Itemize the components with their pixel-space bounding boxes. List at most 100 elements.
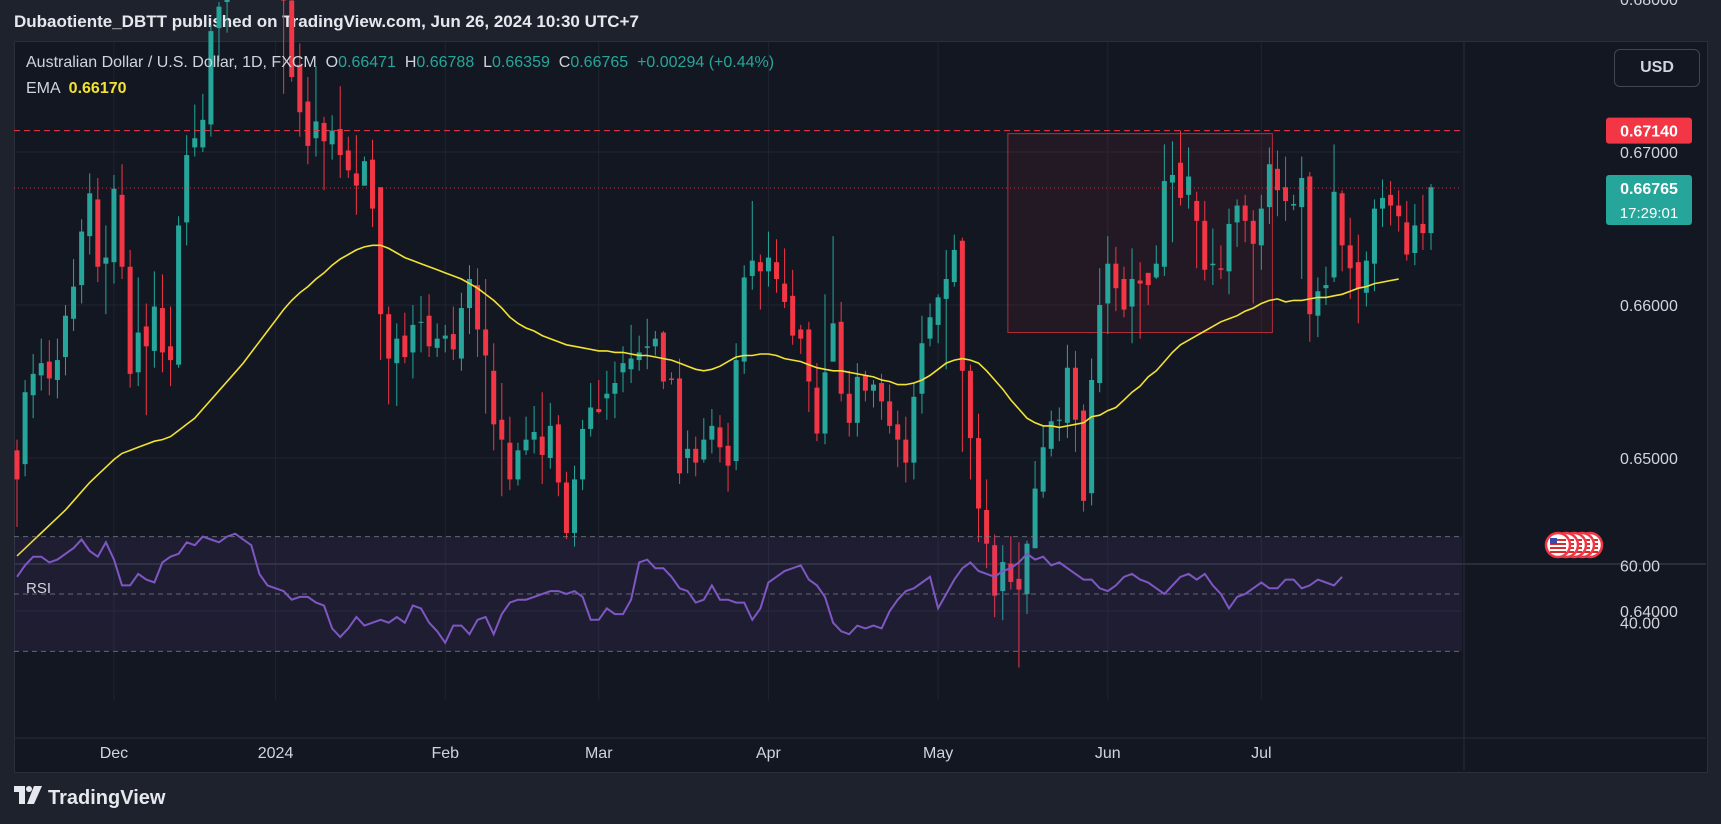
candle[interactable] xyxy=(1129,248,1135,344)
candle[interactable] xyxy=(71,259,77,332)
candle[interactable] xyxy=(1258,194,1264,270)
candle[interactable] xyxy=(386,306,392,405)
candle[interactable] xyxy=(394,323,400,406)
candle[interactable] xyxy=(1363,251,1369,307)
candle[interactable] xyxy=(1056,407,1062,442)
candle[interactable] xyxy=(782,248,788,309)
candle[interactable] xyxy=(830,236,836,362)
candle[interactable] xyxy=(87,173,93,255)
candle[interactable] xyxy=(1072,350,1078,452)
rsi-line[interactable] xyxy=(16,532,1343,645)
candle[interactable] xyxy=(1266,147,1272,224)
candle[interactable] xyxy=(1008,536,1014,590)
symbol-name[interactable]: Australian Dollar / U.S. Dollar, 1D, FXC… xyxy=(26,54,317,71)
candle[interactable] xyxy=(1169,141,1175,243)
candle[interactable] xyxy=(741,265,747,374)
candle[interactable] xyxy=(701,418,707,463)
candle[interactable] xyxy=(685,430,691,474)
candle[interactable] xyxy=(1113,246,1119,312)
candle[interactable] xyxy=(1283,156,1289,221)
candle[interactable] xyxy=(976,413,982,543)
candle[interactable] xyxy=(337,86,343,179)
candle[interactable] xyxy=(1307,171,1313,342)
candle[interactable] xyxy=(458,292,464,371)
candle[interactable] xyxy=(814,363,820,442)
candle[interactable] xyxy=(38,338,44,391)
candle[interactable] xyxy=(1186,147,1192,209)
candle[interactable] xyxy=(135,277,141,387)
candle[interactable] xyxy=(717,415,723,463)
candle[interactable] xyxy=(1226,208,1232,295)
candle[interactable] xyxy=(426,294,432,358)
candle[interactable] xyxy=(1234,199,1240,247)
candle[interactable] xyxy=(370,139,376,227)
candle[interactable] xyxy=(911,383,917,480)
candle[interactable] xyxy=(466,265,472,335)
candle[interactable] xyxy=(725,422,731,492)
candle[interactable] xyxy=(919,315,925,414)
candle[interactable] xyxy=(184,135,190,246)
candle[interactable] xyxy=(151,271,157,368)
candle[interactable] xyxy=(1404,200,1410,261)
candle[interactable] xyxy=(1323,266,1329,305)
candle[interactable] xyxy=(1388,181,1394,226)
candle[interactable] xyxy=(1331,144,1337,283)
candle[interactable] xyxy=(507,416,513,491)
candle[interactable] xyxy=(838,301,844,402)
candle[interactable] xyxy=(1040,425,1046,498)
candle[interactable] xyxy=(620,346,626,393)
candle[interactable] xyxy=(596,379,602,414)
candle[interactable] xyxy=(1396,190,1402,232)
candle[interactable] xyxy=(749,200,755,290)
ema-legend[interactable]: EMA 0.66170 xyxy=(26,80,127,98)
last-price-tag[interactable] xyxy=(1606,174,1692,225)
candle[interactable] xyxy=(903,416,909,483)
candle[interactable] xyxy=(870,379,876,408)
candle[interactable] xyxy=(806,321,812,413)
candle[interactable] xyxy=(879,373,885,420)
candle[interactable] xyxy=(475,268,481,358)
candle[interactable] xyxy=(46,340,52,396)
candle[interactable] xyxy=(927,303,933,347)
candle[interactable] xyxy=(1371,199,1377,292)
candle[interactable] xyxy=(1242,194,1248,243)
candle[interactable] xyxy=(1210,228,1216,286)
candle[interactable] xyxy=(580,419,586,491)
candle[interactable] xyxy=(361,156,367,186)
candle[interactable] xyxy=(1355,234,1361,324)
candle[interactable] xyxy=(1097,268,1103,393)
candle[interactable] xyxy=(54,338,60,399)
candle[interactable] xyxy=(790,269,796,345)
candle[interactable] xyxy=(588,383,594,437)
candle[interactable] xyxy=(984,479,990,569)
candle[interactable] xyxy=(652,331,658,356)
candle[interactable] xyxy=(539,392,545,485)
candle[interactable] xyxy=(1250,210,1256,304)
candle[interactable] xyxy=(951,234,957,287)
candle[interactable] xyxy=(1121,266,1127,318)
candle[interactable] xyxy=(434,323,440,358)
candle[interactable] xyxy=(14,439,20,527)
candle[interactable] xyxy=(636,335,642,371)
candle[interactable] xyxy=(119,164,125,279)
candle[interactable] xyxy=(111,174,117,284)
candle[interactable] xyxy=(1202,200,1208,281)
candle[interactable] xyxy=(563,471,569,540)
candle[interactable] xyxy=(1315,277,1321,338)
candle[interactable] xyxy=(572,465,578,547)
candle[interactable] xyxy=(168,306,174,387)
candle[interactable] xyxy=(547,402,553,469)
candle[interactable] xyxy=(1145,272,1151,305)
candle[interactable] xyxy=(159,274,165,373)
candle[interactable] xyxy=(1299,156,1305,279)
candle[interactable] xyxy=(491,343,497,451)
candle[interactable] xyxy=(515,442,521,486)
candle[interactable] xyxy=(733,343,739,471)
candle[interactable] xyxy=(1194,191,1200,269)
candle[interactable] xyxy=(677,358,683,485)
candle[interactable] xyxy=(345,136,351,179)
candle[interactable] xyxy=(402,312,408,364)
candle[interactable] xyxy=(224,0,230,33)
candle[interactable] xyxy=(127,249,133,388)
candle[interactable] xyxy=(208,25,214,137)
